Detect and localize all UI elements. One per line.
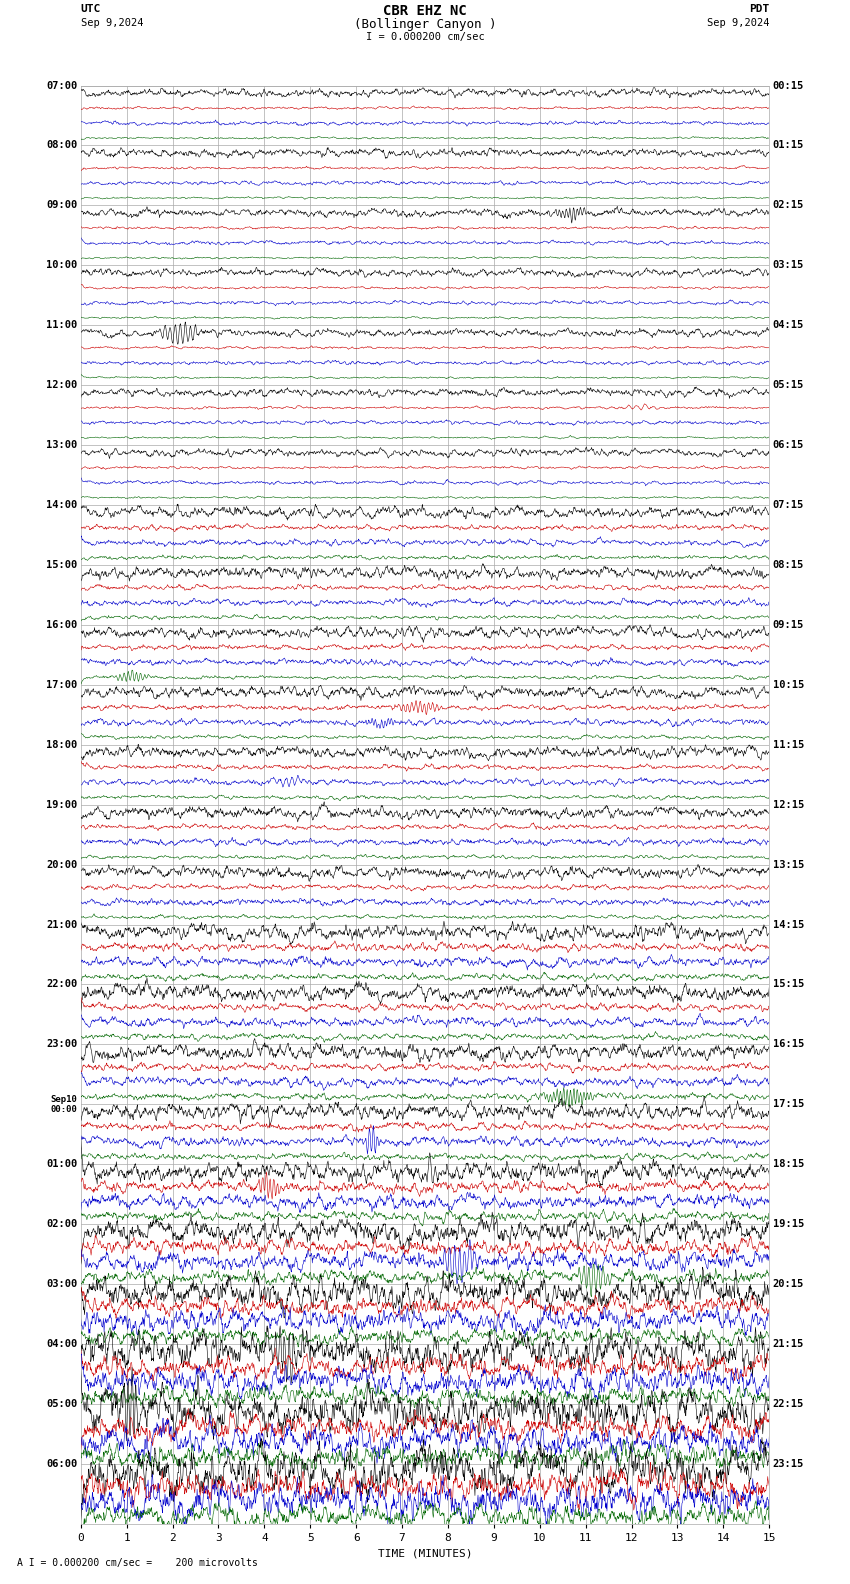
Text: 16:00: 16:00 [46, 619, 77, 630]
Text: Sep 9,2024: Sep 9,2024 [81, 17, 144, 29]
Text: CBR EHZ NC: CBR EHZ NC [383, 3, 467, 17]
Text: 08:00: 08:00 [46, 141, 77, 150]
Text: 09:15: 09:15 [773, 619, 804, 630]
Text: 04:00: 04:00 [46, 1338, 77, 1350]
Text: 12:15: 12:15 [773, 800, 804, 809]
Text: 17:15: 17:15 [773, 1099, 804, 1109]
Text: 02:00: 02:00 [46, 1220, 77, 1229]
Text: 04:15: 04:15 [773, 320, 804, 329]
Text: 14:00: 14:00 [46, 501, 77, 510]
Text: 23:00: 23:00 [46, 1039, 77, 1049]
Text: 20:00: 20:00 [46, 860, 77, 870]
Text: 22:15: 22:15 [773, 1399, 804, 1408]
Text: 15:00: 15:00 [46, 561, 77, 570]
Text: 21:00: 21:00 [46, 920, 77, 930]
Text: 11:00: 11:00 [46, 320, 77, 329]
Text: 08:15: 08:15 [773, 561, 804, 570]
Text: 10:00: 10:00 [46, 260, 77, 271]
Text: 11:15: 11:15 [773, 740, 804, 749]
Text: 01:00: 01:00 [46, 1159, 77, 1169]
Text: 05:00: 05:00 [46, 1399, 77, 1408]
Text: 02:15: 02:15 [773, 201, 804, 211]
Text: 19:15: 19:15 [773, 1220, 804, 1229]
Text: 18:15: 18:15 [773, 1159, 804, 1169]
Text: 16:15: 16:15 [773, 1039, 804, 1049]
Text: 12:00: 12:00 [46, 380, 77, 390]
Text: PDT: PDT [749, 3, 769, 14]
Text: 17:00: 17:00 [46, 680, 77, 689]
Text: Sep 9,2024: Sep 9,2024 [706, 17, 769, 29]
Text: 22:00: 22:00 [46, 979, 77, 990]
Text: 13:00: 13:00 [46, 440, 77, 450]
Text: 00:15: 00:15 [773, 81, 804, 90]
Text: 23:15: 23:15 [773, 1459, 804, 1468]
Text: 19:00: 19:00 [46, 800, 77, 809]
Text: 07:15: 07:15 [773, 501, 804, 510]
Text: 07:00: 07:00 [46, 81, 77, 90]
Text: 03:00: 03:00 [46, 1280, 77, 1289]
Text: (Bollinger Canyon ): (Bollinger Canyon ) [354, 17, 496, 32]
Text: 15:15: 15:15 [773, 979, 804, 990]
Text: 21:15: 21:15 [773, 1338, 804, 1350]
Text: 18:00: 18:00 [46, 740, 77, 749]
Text: 06:15: 06:15 [773, 440, 804, 450]
Text: 05:15: 05:15 [773, 380, 804, 390]
Text: 13:15: 13:15 [773, 860, 804, 870]
Text: 09:00: 09:00 [46, 201, 77, 211]
Text: UTC: UTC [81, 3, 101, 14]
Text: A I = 0.000200 cm/sec =    200 microvolts: A I = 0.000200 cm/sec = 200 microvolts [17, 1559, 258, 1568]
Text: 14:15: 14:15 [773, 920, 804, 930]
Text: Sep10
00:00: Sep10 00:00 [50, 1095, 77, 1114]
Text: 06:00: 06:00 [46, 1459, 77, 1468]
Text: 10:15: 10:15 [773, 680, 804, 689]
Text: 03:15: 03:15 [773, 260, 804, 271]
Text: 20:15: 20:15 [773, 1280, 804, 1289]
Text: I = 0.000200 cm/sec: I = 0.000200 cm/sec [366, 32, 484, 43]
Text: 01:15: 01:15 [773, 141, 804, 150]
X-axis label: TIME (MINUTES): TIME (MINUTES) [377, 1549, 473, 1559]
